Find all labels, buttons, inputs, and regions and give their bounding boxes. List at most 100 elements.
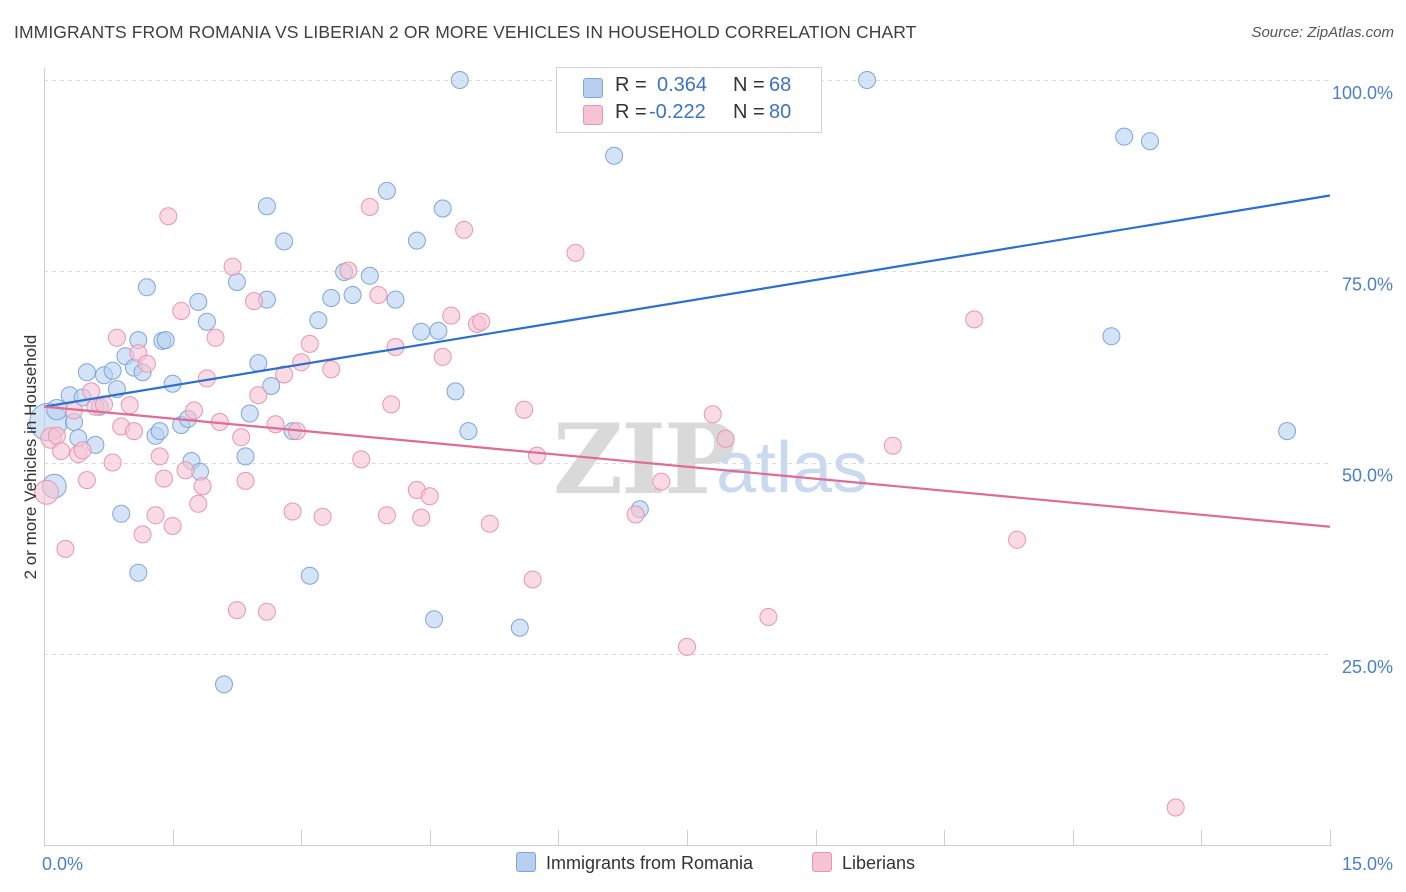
data-point: [223, 257, 242, 276]
data-point: [459, 422, 478, 441]
data-point: [377, 181, 396, 200]
data-point: [240, 404, 259, 423]
legend-n-label: N =: [733, 74, 765, 96]
trend-line-liberians: [43, 405, 1331, 528]
data-point: [227, 273, 246, 291]
trend-line-romania: [43, 194, 1331, 408]
data-point: [678, 637, 696, 656]
bottom-legend-label-liberians: Liberians: [842, 853, 916, 873]
trend-lines: [43, 194, 1331, 528]
legend-r-value: -0.222: [649, 101, 706, 123]
data-point: [515, 400, 534, 419]
data-point: [112, 504, 131, 523]
data-point: [266, 415, 285, 434]
data-point: [137, 278, 156, 297]
data-point: [322, 360, 341, 379]
data-point: [605, 146, 624, 165]
data-point: [412, 322, 431, 341]
y-tick-label-100: 100.0%: [1332, 83, 1393, 103]
data-point: [300, 334, 319, 353]
data-point: [227, 601, 246, 620]
data-point: [858, 71, 876, 89]
data-point: [215, 675, 233, 694]
data-point: [313, 507, 332, 526]
data-point: [360, 266, 379, 285]
data-point: [185, 401, 203, 420]
data-point: [155, 469, 173, 488]
data-point: [257, 197, 276, 216]
data-point: [47, 426, 66, 445]
data-point: [146, 506, 165, 525]
legend-n-value: 68: [769, 74, 792, 96]
data-point: [433, 347, 452, 366]
watermark-atlas: atlas: [716, 428, 868, 508]
data-point: [56, 539, 75, 558]
data-point: [429, 321, 448, 340]
data-point: [197, 312, 216, 331]
watermark-zip: ZIP: [553, 403, 734, 516]
y-tick-label-25: 25.0%: [1342, 657, 1393, 677]
data-point: [442, 306, 461, 325]
stats-legend: R = 0.364 N = 68 R = -0.222 N = 80: [556, 67, 822, 133]
data-point: [275, 365, 294, 384]
data-point: [480, 514, 499, 533]
data-point: [472, 312, 491, 331]
data-point: [103, 361, 122, 380]
data-point: [257, 602, 276, 621]
bottom-legend-swatch-blue: [516, 852, 536, 872]
series-romania-points: [29, 71, 1297, 694]
data-point: [382, 395, 401, 414]
legend-row-liberians: R = -0.222 N = 80: [557, 101, 821, 129]
data-point: [965, 310, 984, 329]
source-label: Source: ZipAtlas.com: [1251, 24, 1394, 41]
data-point: [236, 471, 255, 490]
bottom-legend-romania: Immigrants from Romania: [516, 852, 753, 874]
data-point: [339, 261, 358, 280]
legend-r-label: R =: [615, 74, 647, 96]
series-liberians-points: [34, 198, 1185, 817]
data-point: [189, 494, 208, 513]
chart-title: IMMIGRANTS FROM ROMANIA VS LIBERIAN 2 OR…: [14, 22, 917, 42]
data-point: [150, 447, 169, 466]
data-point: [566, 243, 585, 262]
data-point: [455, 220, 474, 239]
data-point: [172, 302, 191, 320]
data-point: [77, 471, 96, 490]
bottom-legend-label-romania: Immigrants from Romania: [546, 853, 754, 873]
legend-r-label: R =: [615, 101, 647, 123]
data-point: [292, 353, 311, 372]
data-point: [150, 422, 169, 441]
data-point: [189, 292, 208, 311]
y-axis-label: 2 or more Vehicles in Household: [21, 335, 40, 580]
data-point: [407, 231, 426, 250]
data-point: [249, 354, 268, 373]
data-point: [369, 286, 388, 304]
watermark: ZIP atlas: [553, 403, 868, 516]
data-point: [360, 198, 379, 216]
legend-r-value: 0.364: [657, 74, 708, 96]
data-point: [652, 472, 671, 491]
bottom-legend-swatch-pink: [812, 852, 832, 872]
data-point: [425, 610, 444, 629]
data-point: [377, 506, 396, 525]
x-tick-label-min: 0.0%: [42, 854, 83, 874]
data-point: [103, 453, 122, 472]
data-point: [236, 447, 255, 466]
y-tick-label-50: 50.0%: [1342, 466, 1393, 486]
x-axis-ticks: [44, 830, 1331, 845]
data-point: [1141, 132, 1159, 151]
data-point: [1115, 127, 1134, 146]
data-point: [528, 446, 546, 465]
grid-lines: [44, 80, 1330, 655]
data-point: [300, 566, 319, 585]
data-point: [322, 289, 341, 307]
bottom-legend-liberians: Liberians: [812, 852, 915, 874]
data-point: [412, 508, 431, 527]
data-point: [1008, 530, 1027, 549]
data-point: [137, 354, 156, 373]
data-point: [343, 286, 362, 304]
data-point: [206, 328, 225, 347]
data-point: [352, 450, 371, 469]
data-point: [283, 502, 302, 521]
